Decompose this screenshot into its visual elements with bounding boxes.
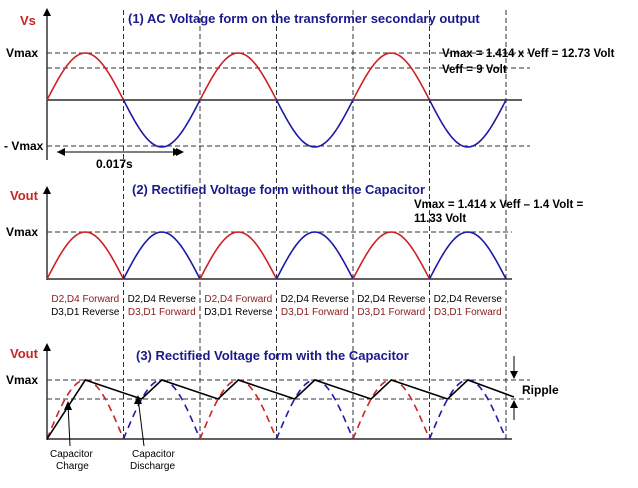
sine-positive-half (352, 52, 431, 101)
diode-state-line1: D2,D4 Forward (51, 294, 119, 305)
diode-state-line2: D3,D1 Reverse (204, 307, 273, 318)
panel-rectified-no-capacitor: (2) Rectified Voltage form without the C… (6, 182, 583, 318)
sine-negative-half (428, 99, 507, 148)
panel-rectified-with-capacitor: (3) Rectified Voltage form with the Capa… (6, 343, 559, 472)
ripple-label: Ripple (522, 383, 559, 397)
panel3-title: (3) Rectified Voltage form with the Capa… (136, 348, 409, 363)
panel1-neg-vmax-label: - Vmax (4, 139, 44, 153)
charge-arrow-icon (64, 401, 72, 410)
period-arrow-right-icon (176, 148, 184, 156)
rectified-hump-red (352, 231, 431, 280)
diode-state-line2: D3,D1 Reverse (51, 307, 120, 318)
charge-arrow (67, 403, 71, 447)
ac-sine-wave (46, 52, 507, 148)
discharge-arrow-icon (134, 395, 142, 404)
filtered-wave (46, 379, 515, 440)
diode-state-line1: D2,D4 Forward (204, 294, 272, 305)
sine-negative-half (275, 99, 354, 148)
dashed-hump-blue (428, 379, 507, 440)
sine-positive-half (46, 52, 125, 101)
panel3-vmax-label: Vmax (6, 373, 38, 387)
rectified-wave (46, 231, 507, 280)
discharge-label-line1: Capacitor (132, 449, 175, 460)
rectified-hump-blue (122, 231, 201, 280)
sine-negative-half (122, 99, 201, 148)
discharge-label-line2: Discharge (130, 461, 175, 472)
panel3-y-axis-arrow-icon (43, 343, 51, 351)
panel2-axis-label: Vout (10, 188, 39, 203)
capacitor-sawtooth-envelope (46, 379, 515, 440)
panel2-vmax-label: Vmax (6, 225, 38, 239)
panel3-axis-label: Vout (10, 346, 39, 361)
diode-state-line1: D2,D4 Reverse (357, 294, 426, 305)
diode-state-line2: D3,D1 Forward (434, 307, 502, 318)
rectified-hump-blue (275, 231, 354, 280)
diode-state-line1: D2,D4 Reverse (128, 294, 197, 305)
panel1-vmax-equation: Vmax = 1.414 x Veff = 12.73 Volt (442, 48, 615, 60)
panel1-veff-equation: Veff = 9 Volt (442, 64, 507, 76)
sine-positive-half (199, 52, 278, 101)
panel1-title: (1) AC Voltage form on the transformer s… (128, 11, 480, 26)
charge-label-line1: Capacitor (50, 449, 93, 460)
period-arrow-left-icon (57, 148, 65, 156)
panel2-equation-line1: Vmax = 1.414 x Veff – 1.4 Volt = (414, 199, 583, 211)
ripple-arrow-top-icon (510, 371, 518, 379)
panel-ac-voltage: (1) AC Voltage form on the transformer s… (4, 8, 615, 171)
charge-label-line2: Charge (56, 461, 89, 472)
panel2-title: (2) Rectified Voltage form without the C… (132, 182, 425, 197)
rectified-hump-blue (428, 231, 507, 280)
ripple-arrow-bottom-icon (510, 400, 518, 408)
panel2-y-axis-arrow-icon (43, 186, 51, 194)
diode-state-line2: D3,D1 Forward (128, 307, 196, 318)
rectified-hump-red (46, 231, 125, 280)
rectified-hump-red (199, 231, 278, 280)
panel1-axis-label: Vs (20, 13, 36, 28)
diode-state-line1: D2,D4 Reverse (434, 294, 503, 305)
diode-state-line1: D2,D4 Reverse (281, 294, 350, 305)
diode-state-line2: D3,D1 Forward (357, 307, 425, 318)
period-label: 0.017s (96, 157, 133, 171)
panel2-equation-line2: 11.33 Volt (414, 213, 466, 225)
panel1-vmax-label: Vmax (6, 46, 38, 60)
discharge-arrow (137, 397, 145, 447)
diode-state-line2: D3,D1 Forward (281, 307, 349, 318)
panel1-y-axis-arrow-icon (43, 8, 51, 16)
diode-state-labels: D2,D4 Forward D3,D1 Reverse D2,D4 Reverse D… (51, 294, 502, 318)
